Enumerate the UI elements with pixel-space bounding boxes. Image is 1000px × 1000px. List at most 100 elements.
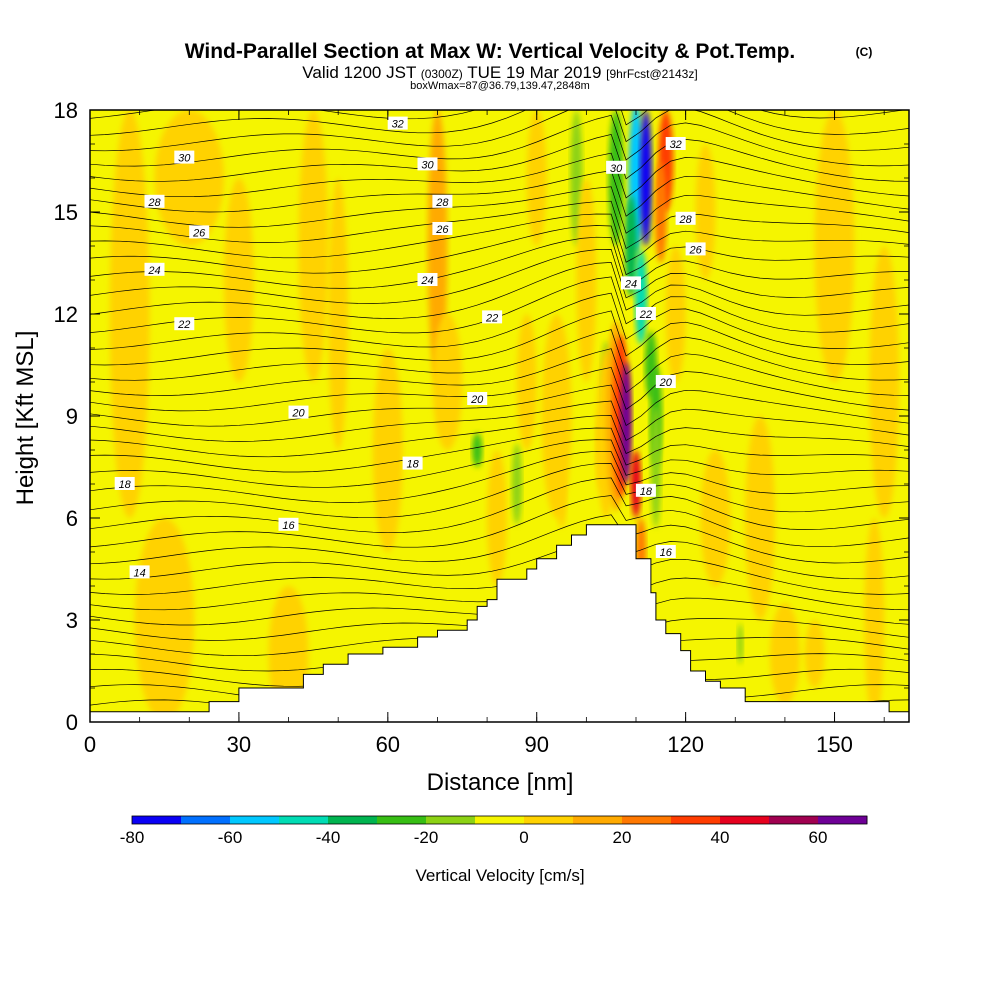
velocity-cell [625,195,637,297]
contour-label-box [685,242,706,256]
contour-label: 20 [659,377,673,389]
theta-contour [90,170,909,217]
velocity-cell [654,161,667,263]
theta-contour [90,114,909,167]
velocity-cell [372,348,403,552]
colorbar-swatch [475,816,525,824]
contour-label-box [432,222,453,235]
theta-contour [90,110,907,120]
colorbar-swatch [279,816,329,824]
x-tick-label: 0 [84,732,96,757]
velocity-cell [556,473,567,529]
contour-label-box [665,137,686,150]
contour-label: 16 [660,547,673,559]
velocity-cell [635,249,647,345]
contour-label: 30 [178,153,191,165]
velocity-cell [328,178,349,450]
theta-contour [90,463,909,519]
velocity-cell [737,623,744,665]
colorbar-swatch [132,816,182,824]
velocity-cell [814,110,855,382]
contour-label-box [417,157,438,171]
contour-label: 32 [392,119,404,131]
subtitle-utc-time: (0300Z) [421,67,463,81]
theta-contour [90,400,909,442]
colorbar: -80 -60 -40 -20 0 20 40 60 [120,815,868,847]
y-tick-label: 6 [66,506,78,531]
colorbar-swatch [328,816,378,824]
velocity-cell [224,178,254,382]
y-tick-label: 3 [66,608,78,633]
velocity-cell [541,314,572,518]
velocity-cell [639,110,652,246]
colorbar-swatch [818,816,868,824]
velocity-cell [620,361,632,484]
contour-label-box [144,194,165,208]
contour-label: 18 [640,486,653,498]
velocity-field [109,110,900,722]
y-tick-label: 12 [54,302,78,327]
contour-label-box [114,477,135,490]
contour-label-box [635,307,656,320]
contour-label: 14 [133,567,145,579]
colorbar-tick-label: 20 [613,828,632,847]
theta-contour [90,535,909,580]
contour-label-box [129,565,150,579]
y-axis: 0 3 6 9 12 15 18 [54,98,909,735]
contour-label: 18 [119,479,132,491]
theta-contour [90,329,909,381]
contour-label-box [174,150,195,164]
contour-label-box [635,483,656,497]
theta-contour [90,236,909,289]
theta-contour [90,439,909,488]
velocity-cell [472,433,483,467]
contour-label: 16 [282,520,295,532]
chart-title: Wind-Parallel Section at Max W: Vertical… [185,40,796,63]
y-tick-label: 0 [66,710,78,735]
contour-label-box [621,276,641,290]
velocity-cell [526,110,547,246]
theta-contour [90,110,909,136]
colorbar-frame [131,815,868,825]
contour-label-box [655,375,676,388]
contour-label-box [174,317,195,331]
contour-label-box [189,225,210,239]
x-tick-label: 30 [227,732,251,757]
x-tick-label: 150 [816,732,853,757]
contour-label: 24 [420,275,433,287]
colorbar-swatch [720,816,770,824]
contour-label-box [482,310,503,324]
contour-label: 26 [192,227,206,239]
contour-label-box [387,116,408,130]
theta-contour [90,514,909,565]
contour-label-box [675,211,696,225]
x-axis: 0 30 60 90 120 150 [84,110,885,757]
colorbar-tick-label: 40 [711,828,730,847]
theta-contour [90,384,909,427]
theta-contour [90,225,909,276]
colorbar-swatch [622,816,672,824]
contour-label: 30 [610,163,623,175]
velocity-cell [298,110,329,382]
title-mark: (C) [856,45,873,59]
contour-labels: 14 16 16 18 18 18 20 20 20 22 22 22 24 24 24 26 26 26 28 28… [114,116,706,579]
contour-label: 28 [678,214,692,226]
velocity-cell [700,450,731,586]
velocity-cell [650,405,661,529]
theta-contour [90,262,909,319]
contour-label: 18 [406,459,419,471]
theta-contour [90,366,909,412]
colorbar-swatch [377,816,427,824]
theta-contour [90,450,909,503]
colorbar-label: Vertical Velocity [cm/s] [415,866,584,885]
colorbar-swatch [671,816,721,824]
contour-label: 28 [435,197,449,209]
theta-contour [90,213,909,263]
contour-label: 22 [639,309,652,321]
contour-label-box [606,160,627,174]
contour-label: 22 [177,319,190,331]
velocity-cell [770,603,800,705]
velocity-cell [864,518,885,722]
theta-contour [90,133,909,182]
